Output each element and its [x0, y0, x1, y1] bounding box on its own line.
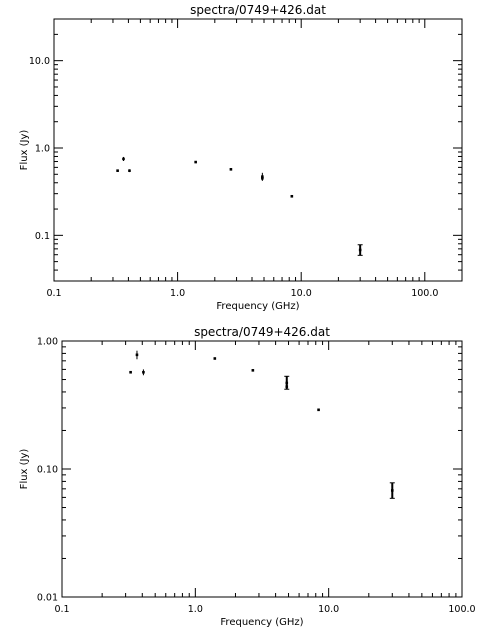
- point-marker: [229, 168, 233, 171]
- point-marker: [285, 381, 289, 385]
- data-points: [129, 350, 395, 499]
- point-marker: [129, 370, 132, 374]
- data-point: [128, 169, 131, 173]
- point-marker: [285, 385, 289, 388]
- x-axis: 0.1 1.0 10.0 100.0: [46, 19, 463, 299]
- point-marker: [122, 157, 125, 161]
- point-marker: [213, 357, 217, 360]
- point-marker: [290, 194, 294, 198]
- data-point: [194, 160, 197, 164]
- y-axis: 0.1 1.0 10.0: [29, 18, 462, 282]
- data-point: [357, 244, 363, 256]
- data-point: [290, 194, 294, 198]
- point-marker: [251, 369, 255, 372]
- y-tick-label: 10.0: [29, 56, 50, 67]
- x-tick-label: 0.1: [46, 288, 61, 299]
- plot-panel-1: spectra/0749+426.dat 0.1 1.0 10.0 100.0 0.1 1.…: [19, 3, 463, 312]
- x-tick-label: 100.0: [448, 604, 475, 615]
- point-marker: [261, 176, 264, 180]
- chart-title: spectra/0749+426.dat: [194, 325, 330, 339]
- point-marker: [128, 169, 131, 172]
- x-axis-label: Frequency (GHz): [216, 301, 299, 312]
- point-marker: [194, 160, 197, 164]
- x-tick-label: 1.0: [188, 604, 203, 615]
- data-point: [213, 357, 217, 360]
- point-marker: [358, 248, 362, 252]
- point-marker: [116, 169, 119, 172]
- x-axis-label: Frequency (GHz): [220, 617, 303, 628]
- y-axis: 0.01 0.10 1.00: [37, 337, 462, 604]
- data-point: [389, 482, 395, 499]
- point-marker: [390, 489, 394, 492]
- data-point: [129, 370, 132, 374]
- point-marker: [135, 353, 139, 357]
- data-point: [251, 369, 255, 372]
- x-tick-label: 1.0: [170, 288, 185, 299]
- data-point: [142, 369, 145, 376]
- x-axis: 0.1 1.0 10.0 100.0: [54, 341, 476, 615]
- data-point: [116, 169, 119, 172]
- point-marker: [317, 408, 320, 412]
- data-point: [317, 408, 320, 412]
- plot-frame: [61, 340, 463, 598]
- y-tick-label: 1.0: [35, 144, 50, 155]
- data-points: [116, 156, 363, 256]
- data-point: [135, 350, 139, 360]
- x-tick-label: 100.0: [411, 288, 438, 299]
- x-tick-label: 10.0: [318, 604, 339, 615]
- x-tick-label: 0.1: [54, 604, 69, 615]
- data-point: [285, 384, 289, 390]
- x-tick-label: 10.0: [291, 288, 312, 299]
- data-point: [122, 156, 125, 161]
- point-marker: [142, 370, 145, 374]
- y-tick-label: 0.1: [35, 231, 50, 242]
- plot-frame: [53, 18, 463, 282]
- data-point: [261, 176, 264, 181]
- y-axis-label: Flux (Jy): [19, 449, 30, 490]
- y-tick-label: 0.10: [37, 465, 58, 476]
- data-point: [229, 168, 233, 171]
- y-tick-label: 0.01: [37, 593, 58, 604]
- chart-title: spectra/0749+426.dat: [190, 3, 326, 17]
- y-tick-label: 1.00: [37, 337, 58, 348]
- y-axis-label: Flux (Jy): [19, 130, 30, 171]
